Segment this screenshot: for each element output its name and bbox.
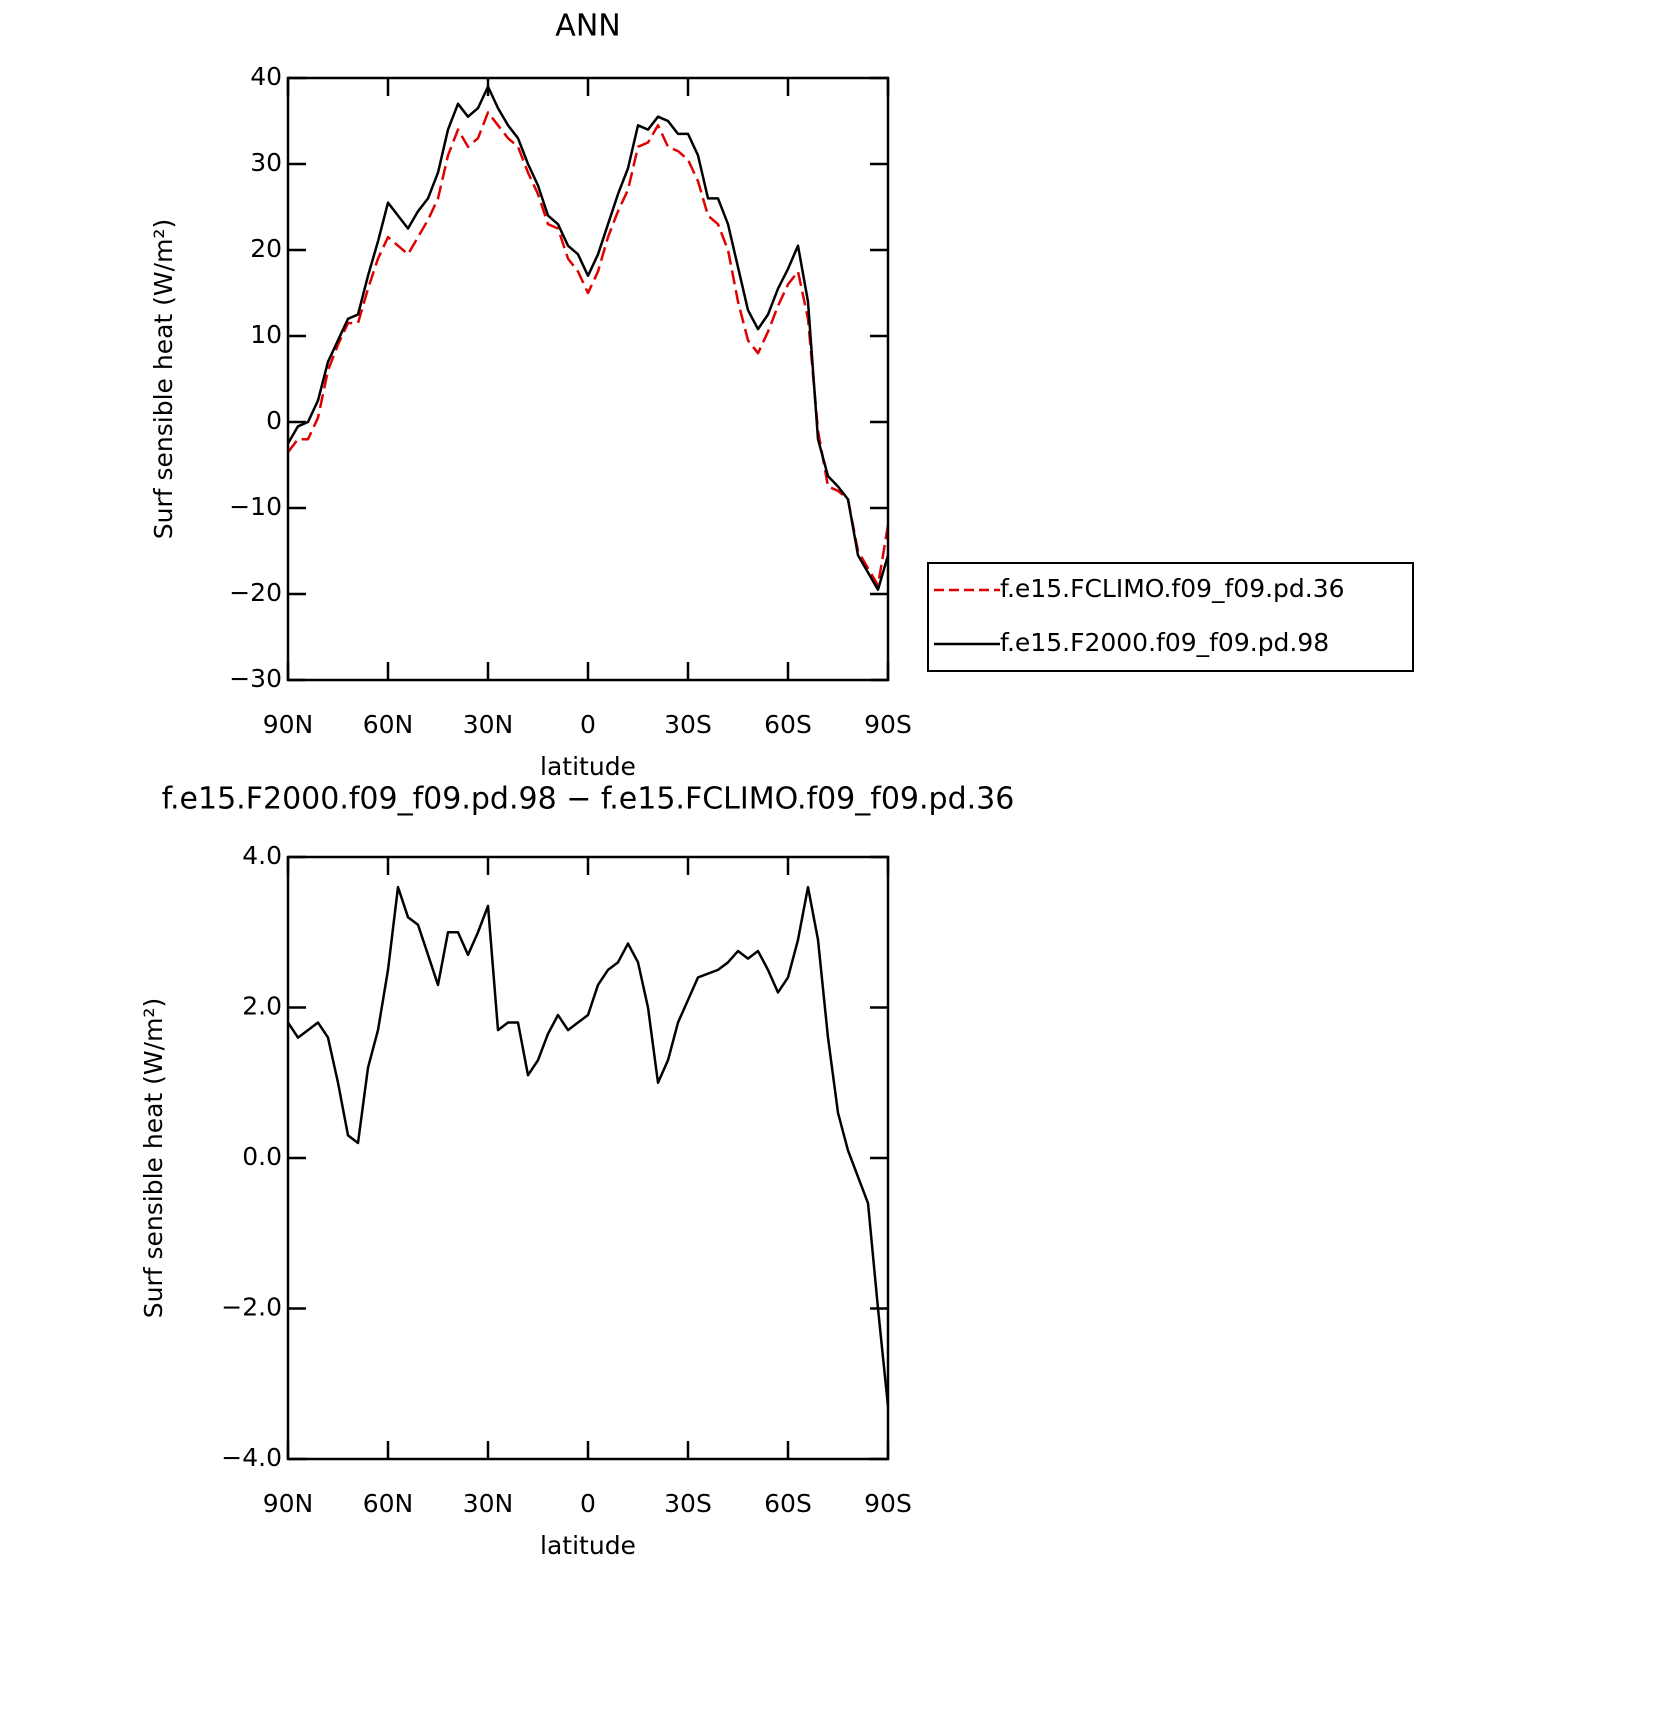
plot-frame (286, 855, 890, 1461)
chart-title: ANN (555, 9, 620, 44)
x-tick-label: 60S (764, 710, 812, 739)
x-tick-label: 30S (664, 710, 712, 739)
legend-box (927, 562, 1414, 672)
x-tick-label: 90N (263, 1489, 314, 1518)
x-tick-label: 60N (363, 1489, 414, 1518)
x-tick-label: 30N (463, 1489, 514, 1518)
x-tick-label: 90S (864, 710, 912, 739)
y-axis-label: Surf sensible heat (W/m²) (139, 998, 168, 1318)
x-tick-label: 90S (864, 1489, 912, 1518)
y-tick-label: 2.0 (242, 992, 282, 1021)
y-tick-label: −20 (229, 578, 282, 607)
plot-frame (286, 76, 890, 682)
y-tick-label: 30 (250, 148, 282, 177)
legend-label: f.e15.F2000.f09_f09.pd.98 (1000, 628, 1329, 657)
x-tick-label: 0 (580, 710, 596, 739)
y-tick-label: −4.0 (221, 1443, 282, 1472)
y-tick-label: 0.0 (242, 1142, 282, 1171)
x-tick-label: 90N (263, 710, 314, 739)
x-tick-label: 60N (363, 710, 414, 739)
y-tick-label: −30 (229, 664, 282, 693)
y-axis-label: Surf sensible heat (W/m²) (149, 219, 178, 539)
y-tick-label: 0 (266, 406, 282, 435)
data-line (286, 85, 890, 591)
chart-title: f.e15.F2000.f09_f09.pd.98 − f.e15.FCLIMO… (162, 782, 1015, 817)
x-axis-label: latitude (540, 1531, 636, 1560)
x-tick-label: 0 (580, 1489, 596, 1518)
x-tick-label: 60S (764, 1489, 812, 1518)
y-tick-label: 40 (250, 62, 282, 91)
data-line (286, 885, 890, 1407)
y-tick-label: −2.0 (221, 1293, 282, 1322)
data-line (287, 111, 890, 587)
y-tick-label: 20 (250, 234, 282, 263)
x-axis-label: latitude (540, 752, 636, 781)
x-tick-label: 30N (463, 710, 514, 739)
legend-label: f.e15.FCLIMO.f09_f09.pd.36 (1000, 574, 1345, 603)
y-tick-label: −10 (229, 492, 282, 521)
y-tick-label: 10 (250, 320, 282, 349)
x-tick-label: 30S (664, 1489, 712, 1518)
y-tick-label: 4.0 (242, 841, 282, 870)
